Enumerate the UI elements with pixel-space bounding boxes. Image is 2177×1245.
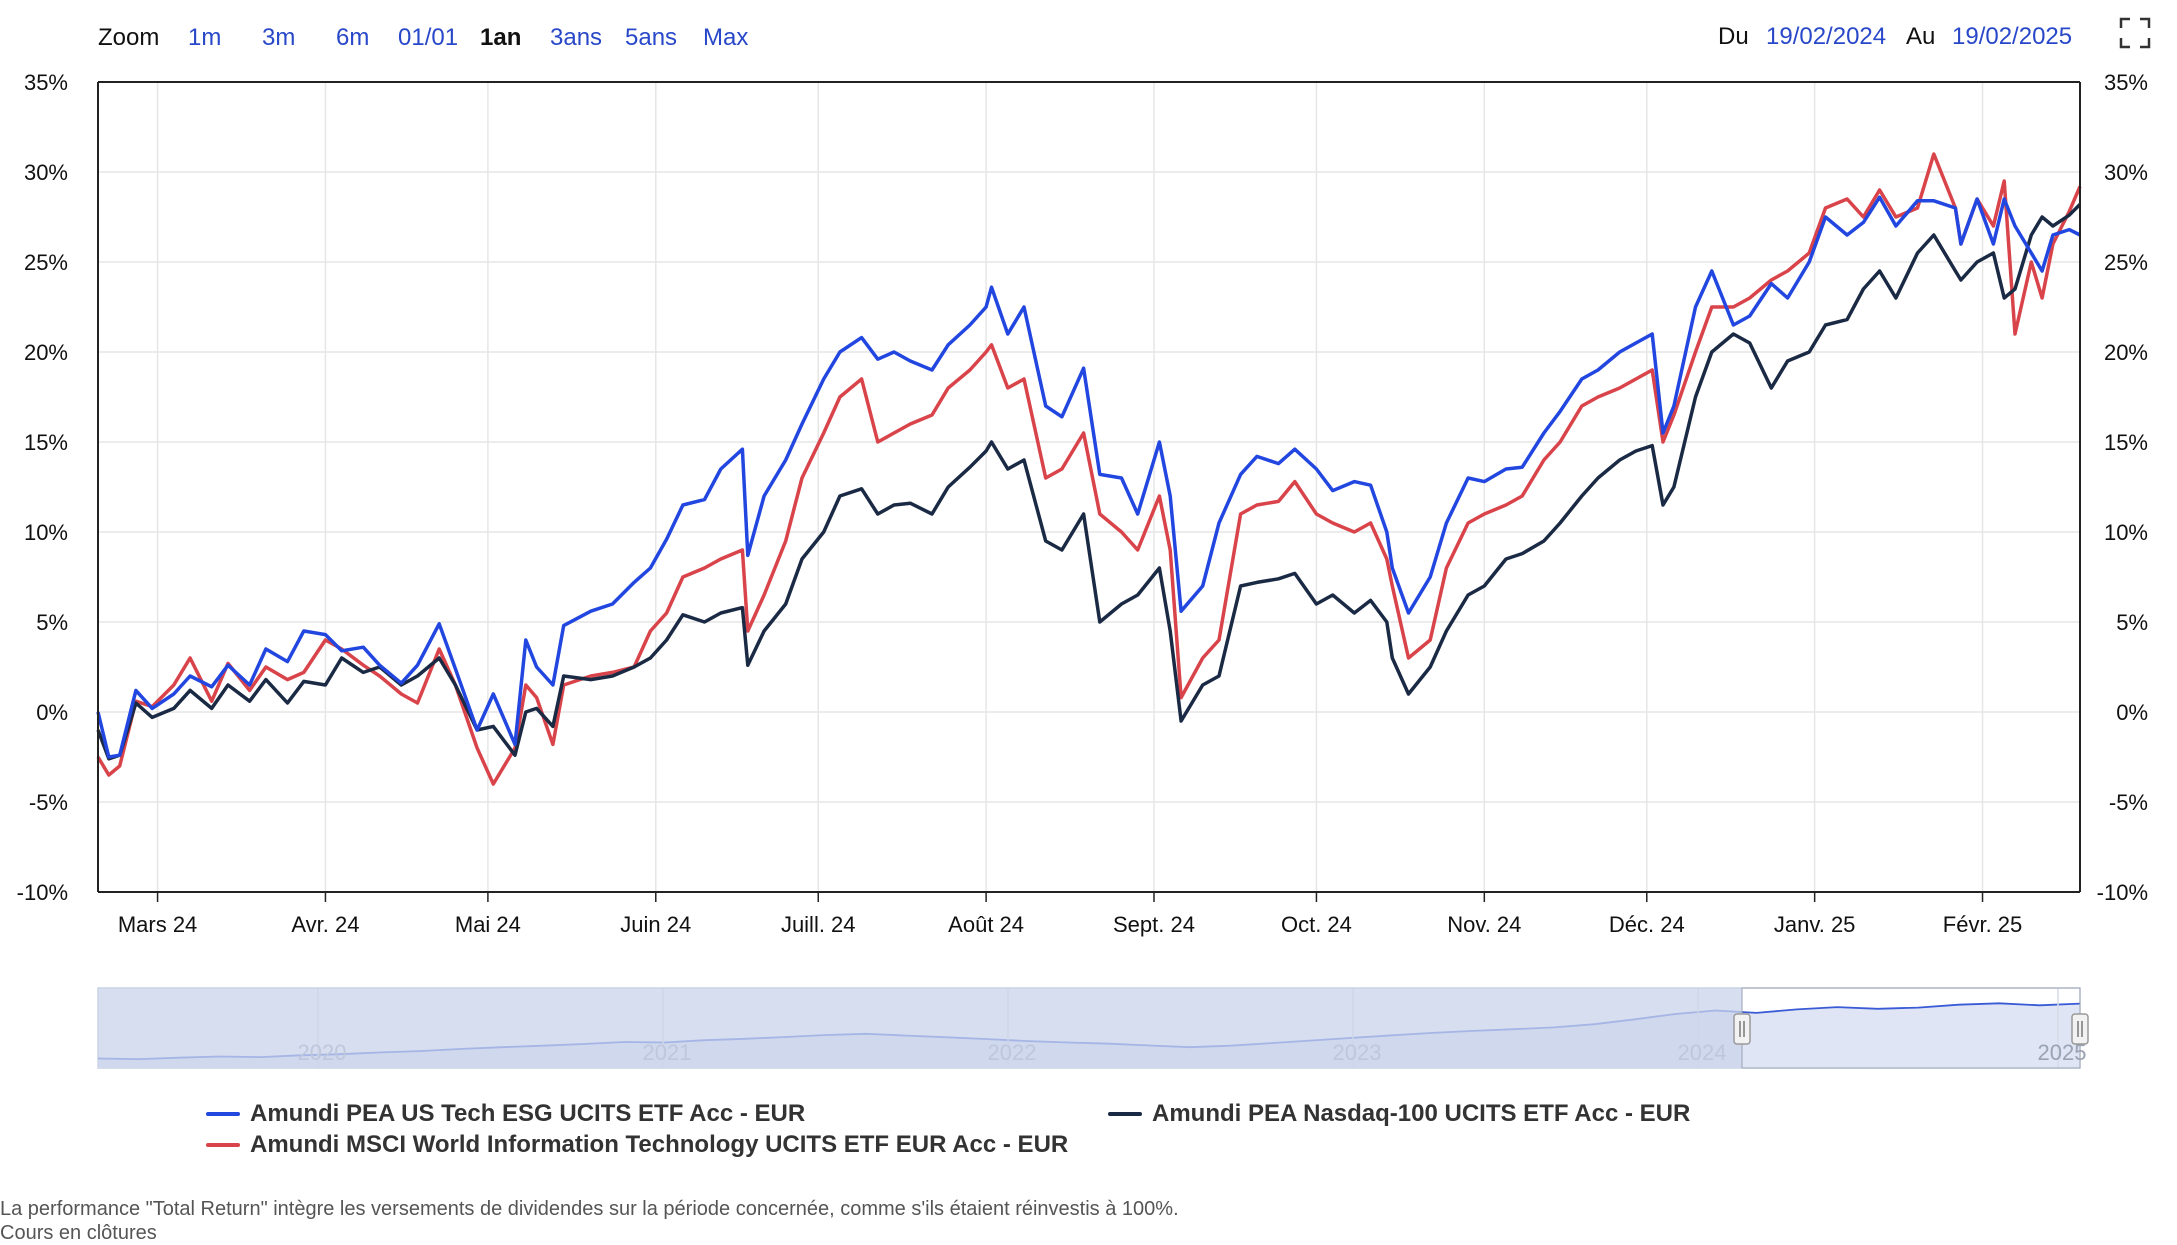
zoom-button-3m[interactable]: 3m bbox=[262, 24, 295, 51]
navigator-mask bbox=[98, 988, 1742, 1068]
series-lines bbox=[96, 152, 2082, 786]
y-tick-label: 15% bbox=[24, 430, 68, 455]
legend-label: Amundi MSCI World Information Technology… bbox=[250, 1131, 1069, 1158]
navigator-handle-left[interactable] bbox=[1733, 1013, 1751, 1045]
series-line-1 bbox=[96, 203, 2082, 761]
legend-swatch-blue bbox=[206, 1112, 240, 1116]
from-label: Du bbox=[1718, 23, 1749, 50]
y-tick-label-right: -10% bbox=[2097, 880, 2148, 905]
zoom-button-1m[interactable]: 1m bbox=[188, 24, 221, 51]
x-tick-label: Oct. 24 bbox=[1281, 912, 1352, 937]
zoom-button-5ans[interactable]: 5ans bbox=[625, 24, 677, 51]
zoom-button-Max[interactable]: Max bbox=[703, 24, 748, 51]
zoom-button-3ans[interactable]: 3ans bbox=[550, 24, 602, 51]
y-tick-label: 5% bbox=[36, 610, 68, 635]
zoom-button-01-01[interactable]: 01/01 bbox=[398, 24, 458, 51]
to-label: Au bbox=[1906, 23, 1935, 50]
legend-swatch-dark bbox=[1108, 1112, 1142, 1116]
y-tick-label: -10% bbox=[17, 880, 68, 905]
x-tick-label: Mars 24 bbox=[118, 912, 197, 937]
y-tick-label-right: 25% bbox=[2104, 250, 2148, 275]
from-date-input[interactable]: 19/02/2024 bbox=[1766, 23, 1886, 50]
x-tick-label: Janv. 25 bbox=[1774, 912, 1856, 937]
y-tick-label: 35% bbox=[24, 70, 68, 95]
y-tick-label-right: 10% bbox=[2104, 520, 2148, 545]
x-tick-label: Mai 24 bbox=[455, 912, 521, 937]
plot-area: 35% 30% 25% 20% 15% 10% 5% 0% -5% -10% 35% 30% 25% 2… bbox=[17, 70, 2148, 937]
series-line-2 bbox=[96, 152, 2082, 786]
y-tick-label-right: 5% bbox=[2116, 610, 2148, 635]
zoom-label: Zoom bbox=[98, 24, 159, 51]
legend-label: Amundi PEA US Tech ESG UCITS ETF Acc - E… bbox=[250, 1100, 806, 1127]
legend-label: Amundi PEA Nasdaq-100 UCITS ETF Acc - EU… bbox=[1152, 1100, 1691, 1127]
y-tick-label: 25% bbox=[24, 250, 68, 275]
y-tick-label-right: 35% bbox=[2104, 70, 2148, 95]
zoom-button-1an[interactable]: 1an bbox=[480, 24, 521, 51]
y-axis-right: 35% 30% 25% 20% 15% 10% 5% 0% -5% -10% bbox=[2097, 70, 2148, 905]
y-tick-label-right: 15% bbox=[2104, 430, 2148, 455]
y-tick-label: 10% bbox=[24, 520, 68, 545]
gridlines bbox=[98, 81, 2080, 893]
series-line-0 bbox=[96, 195, 2081, 759]
to-date-input[interactable]: 19/02/2025 bbox=[1952, 23, 2072, 50]
x-tick-label: Déc. 24 bbox=[1609, 912, 1685, 937]
legend-swatch-red bbox=[206, 1143, 240, 1147]
zoom-button-6m[interactable]: 6m bbox=[336, 24, 369, 51]
zoom-buttons: 1m 3m 6m 01/01 1an 3ans 5ans Max bbox=[188, 24, 748, 51]
x-tick-label: Avr. 24 bbox=[291, 912, 359, 937]
y-tick-label-right: -5% bbox=[2109, 790, 2148, 815]
navigator[interactable]: 202020212022202320242025 bbox=[97, 987, 2089, 1069]
y-tick-label: 30% bbox=[24, 160, 68, 185]
y-tick-label: -5% bbox=[29, 790, 68, 815]
navigator-handle-right[interactable] bbox=[2071, 1013, 2089, 1045]
x-tick-label: Févr. 25 bbox=[1943, 912, 2022, 937]
legend-item-nasdaq[interactable]: Amundi PEA Nasdaq-100 UCITS ETF Acc - EU… bbox=[1108, 1100, 1690, 1128]
fullscreen-icon[interactable] bbox=[2118, 16, 2152, 50]
y-tick-label-right: 0% bbox=[2116, 700, 2148, 725]
x-tick-label: Nov. 24 bbox=[1447, 912, 1521, 937]
x-tick-label: Juin 24 bbox=[620, 912, 691, 937]
y-tick-label: 20% bbox=[24, 340, 68, 365]
x-tick-label: Août 24 bbox=[948, 912, 1024, 937]
y-tick-label-right: 30% bbox=[2104, 160, 2148, 185]
x-tick-label: Sept. 24 bbox=[1113, 912, 1195, 937]
legend-item-msci-it[interactable]: Amundi MSCI World Information Technology… bbox=[206, 1131, 1068, 1159]
legend-item-us-tech[interactable]: Amundi PEA US Tech ESG UCITS ETF Acc - E… bbox=[206, 1100, 805, 1128]
x-tick-label: Juill. 24 bbox=[781, 912, 856, 937]
y-tick-label-right: 20% bbox=[2104, 340, 2148, 365]
range-toolbar: Zoom 1m 3m 6m 01/01 1an 3ans 5ans Max Du 19/02/… bbox=[98, 16, 2152, 51]
footnote-total-return: La performance "Total Return" intègre le… bbox=[0, 1198, 1179, 1220]
y-tick-label: 0% bbox=[36, 700, 68, 725]
y-axis-left: 35% 30% 25% 20% 15% 10% 5% 0% -5% -10% bbox=[17, 70, 68, 905]
x-axis: Mars 24 Avr. 24 Mai 24 Juin 24 Juill. 24 Août… bbox=[118, 892, 2022, 937]
footnote-closing-prices: Cours en clôtures bbox=[0, 1222, 157, 1244]
